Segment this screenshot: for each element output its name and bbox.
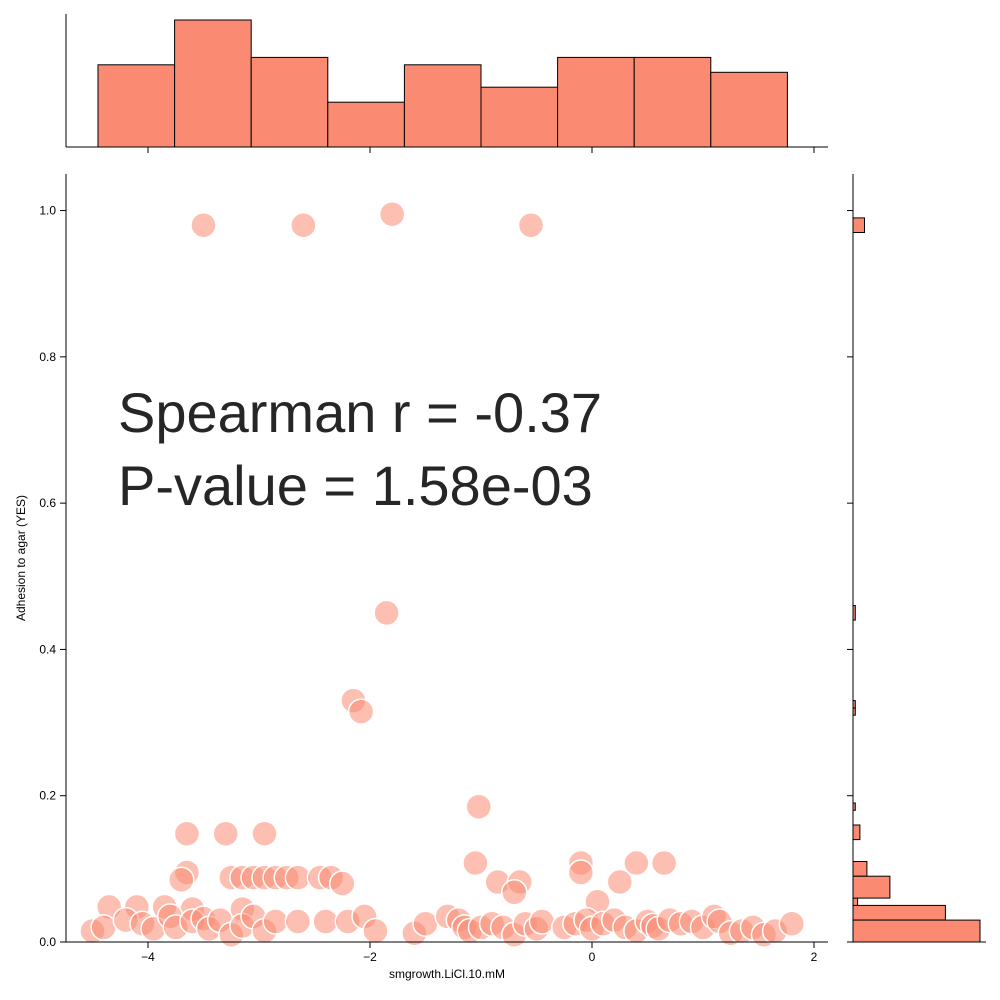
- scatter-points: [79, 200, 806, 948]
- x-histogram-bar: [403, 64, 482, 148]
- scatter-point: [501, 879, 528, 906]
- top-histogram: [97, 19, 788, 148]
- x-histogram-bar: [557, 56, 635, 148]
- spearman-annotation: Spearman r = -0.37: [118, 381, 602, 444]
- x-histogram-bar: [174, 19, 252, 148]
- x-tick-label: −2: [363, 950, 377, 964]
- scatter-point: [412, 910, 439, 937]
- scatter-point: [90, 914, 117, 941]
- scatter-point: [190, 211, 217, 239]
- x-histogram-bar: [97, 64, 176, 148]
- scatter-point: [347, 698, 375, 725]
- scatter-point: [312, 908, 339, 935]
- scatter-point: [251, 820, 278, 847]
- x-histogram-bar: [250, 56, 329, 148]
- y-histogram-bar: [852, 217, 865, 233]
- y-tick-label: 0.8: [39, 350, 56, 364]
- scatter-point: [606, 868, 634, 896]
- scatter-point: [290, 211, 317, 239]
- scatter-point: [465, 793, 493, 820]
- x-tick-label: −4: [141, 950, 155, 964]
- scatter-point: [362, 917, 389, 945]
- scatter-point: [462, 849, 489, 877]
- x-histogram-bar: [633, 56, 712, 148]
- x-histogram-bar: [327, 101, 405, 148]
- y-histogram-bar: [852, 897, 859, 906]
- scatter-point: [173, 820, 201, 847]
- scatter-point: [378, 200, 406, 228]
- scatter-point: [168, 866, 195, 894]
- scatter-point: [623, 849, 650, 877]
- y-histogram-bar: [852, 824, 861, 841]
- x-tick-label: 0: [589, 950, 596, 964]
- scatter-point: [262, 908, 289, 935]
- scatter-point: [284, 908, 312, 935]
- y-tick-label: 0.0: [39, 935, 56, 949]
- right-histogram: [852, 217, 981, 943]
- y-histogram-bar: [852, 919, 981, 943]
- y-histogram-bar: [852, 875, 891, 899]
- x-histogram-bar: [710, 71, 788, 148]
- scatter-point: [650, 849, 678, 877]
- scatter-point: [778, 910, 806, 937]
- scatter-point: [212, 820, 239, 847]
- y-axis-label: Adhesion to agar (YES): [14, 495, 28, 621]
- x-tick-label: 2: [811, 950, 818, 964]
- y-histogram-bar: [852, 904, 946, 921]
- p-value-annotation: P-value = 1.58e-03: [118, 454, 593, 517]
- x-axis-label: smgrowth.LiCl.10.mM: [389, 967, 505, 981]
- scatter-point: [517, 211, 545, 239]
- scatter-point: [528, 908, 556, 935]
- y-tick-label: 0.2: [39, 789, 56, 803]
- y-histogram-bar: [852, 861, 868, 877]
- y-tick-label: 1.0: [39, 204, 56, 218]
- scatter-point: [373, 599, 400, 627]
- y-tick-label: 0.4: [39, 642, 56, 656]
- scatter-point: [329, 870, 356, 897]
- ticks: −4 −2 0 2 0.0 0.2 0.4 0.6 0.8 1.0: [39, 147, 853, 964]
- scatter-point: [284, 864, 312, 891]
- x-histogram-bar: [480, 86, 559, 148]
- scatter-point: [567, 859, 595, 886]
- y-tick-label: 0.6: [39, 496, 56, 510]
- axes: [65, 14, 986, 943]
